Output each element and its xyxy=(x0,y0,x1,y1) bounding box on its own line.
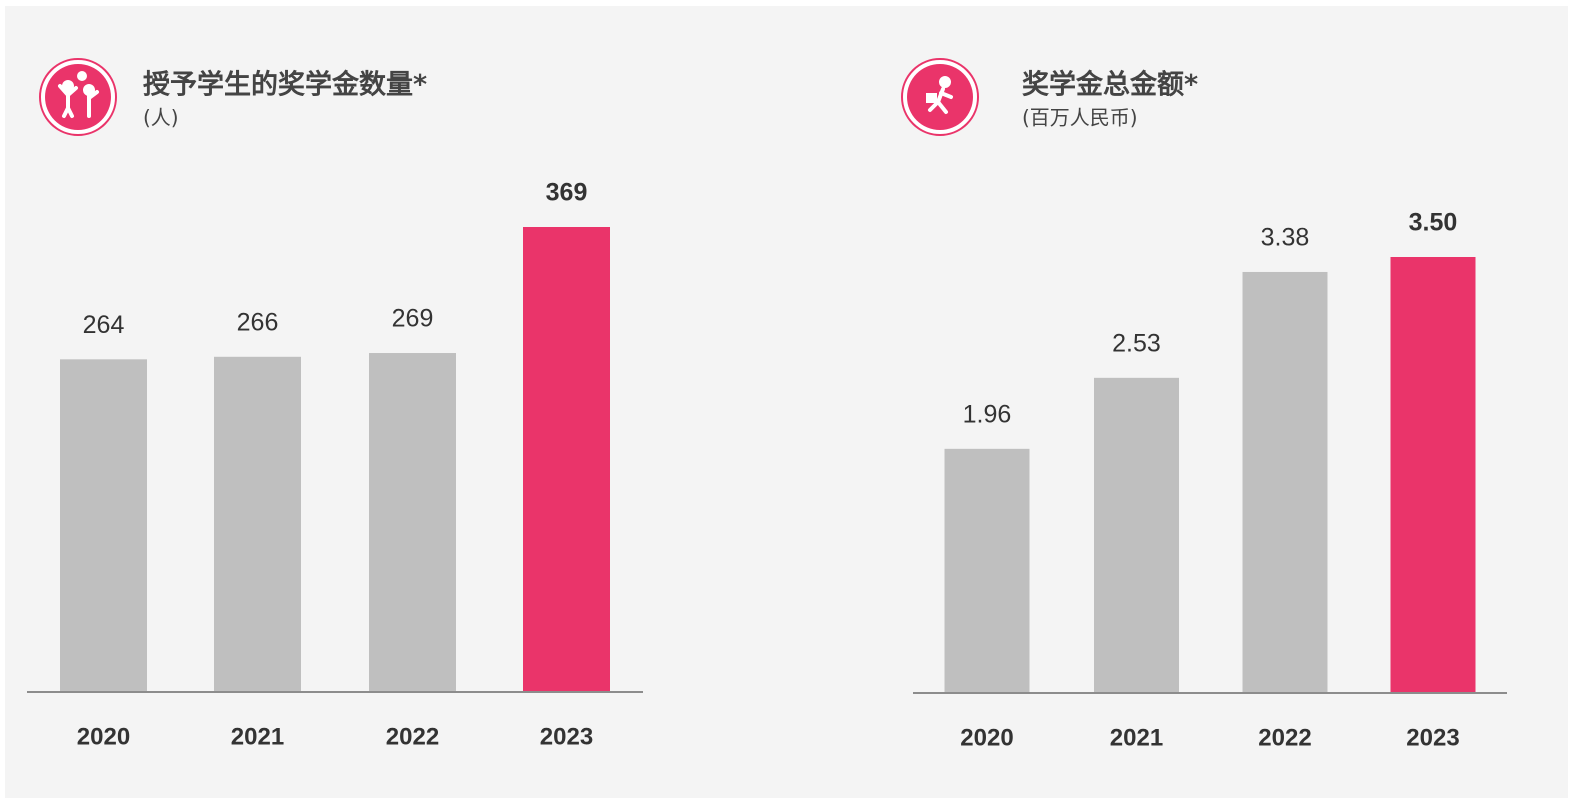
chart-subtitle: (人) xyxy=(143,106,179,130)
value-label: 3.38 xyxy=(1261,224,1310,252)
x-tick-label: 2020 xyxy=(960,724,1013,751)
icon-runner xyxy=(901,58,979,136)
value-label: 266 xyxy=(237,308,279,336)
bar xyxy=(1094,377,1179,693)
chart-title: 授予学生的奖学金数量* xyxy=(143,69,427,101)
x-tick-label: 2021 xyxy=(231,723,284,750)
x-tick-label: 2023 xyxy=(540,723,593,750)
chart-subtitle: (百万人民币) xyxy=(1022,106,1138,130)
bar xyxy=(1390,257,1476,693)
value-label: 2.53 xyxy=(1112,329,1161,357)
bar xyxy=(523,227,610,692)
chart-title: 奖学金总金额* xyxy=(1022,69,1198,101)
value-label: 269 xyxy=(392,305,434,333)
x-tick-label: 2023 xyxy=(1406,724,1459,751)
icon-students xyxy=(39,58,117,136)
value-label: 369 xyxy=(546,179,588,207)
x-tick-label: 2021 xyxy=(1110,724,1163,751)
x-tick-label: 2022 xyxy=(386,723,439,750)
bar xyxy=(214,356,301,692)
bar xyxy=(1242,271,1328,693)
x-tick-label: 2022 xyxy=(1258,724,1311,751)
value-label: 1.96 xyxy=(963,400,1012,428)
x-tick-label: 2020 xyxy=(77,723,130,750)
bar xyxy=(944,448,1030,693)
bar xyxy=(60,359,147,692)
bar xyxy=(369,353,456,692)
value-label: 264 xyxy=(83,311,125,339)
value-label: 3.50 xyxy=(1409,209,1458,237)
